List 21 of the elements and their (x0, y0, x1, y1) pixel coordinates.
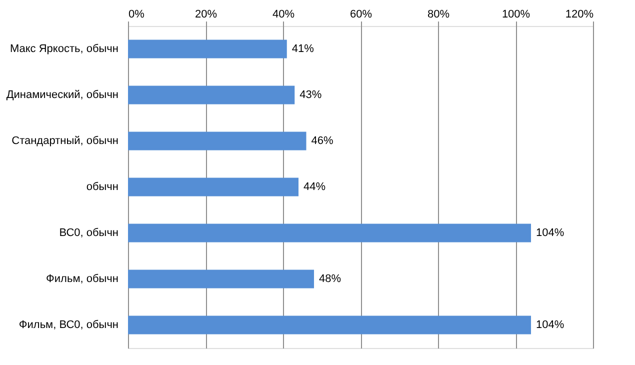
x-tick-label: 40% (272, 8, 295, 20)
x-tick-label: 120% (565, 8, 594, 20)
data-label: 48% (319, 273, 342, 285)
data-label: 41% (292, 43, 314, 55)
y-tick-label: Стандартный, обычн (12, 135, 118, 147)
data-label: 104% (536, 227, 564, 239)
x-tick-label: 20% (194, 8, 218, 20)
y-tick-label: Макс Яркость, обычн (10, 43, 118, 55)
y-tick-label: Фильм, обычн (46, 273, 118, 285)
data-label: 104% (536, 319, 564, 331)
data-label: 46% (311, 135, 334, 147)
x-tick-label: 60% (350, 8, 372, 20)
y-tick-label: ВС0, обычн (59, 227, 118, 239)
data-label: 44% (304, 181, 326, 193)
y-tick-label: Фильм, ВС0, обычн (18, 319, 118, 331)
y-tick-label: Динамический, обычн (6, 89, 118, 101)
data-label: 43% (300, 89, 322, 101)
x-tick-label: 80% (427, 8, 450, 20)
x-tick-label: 0% (128, 8, 145, 20)
x-tick-label: 100% (502, 8, 530, 20)
y-tick-label: обычн (86, 181, 118, 193)
